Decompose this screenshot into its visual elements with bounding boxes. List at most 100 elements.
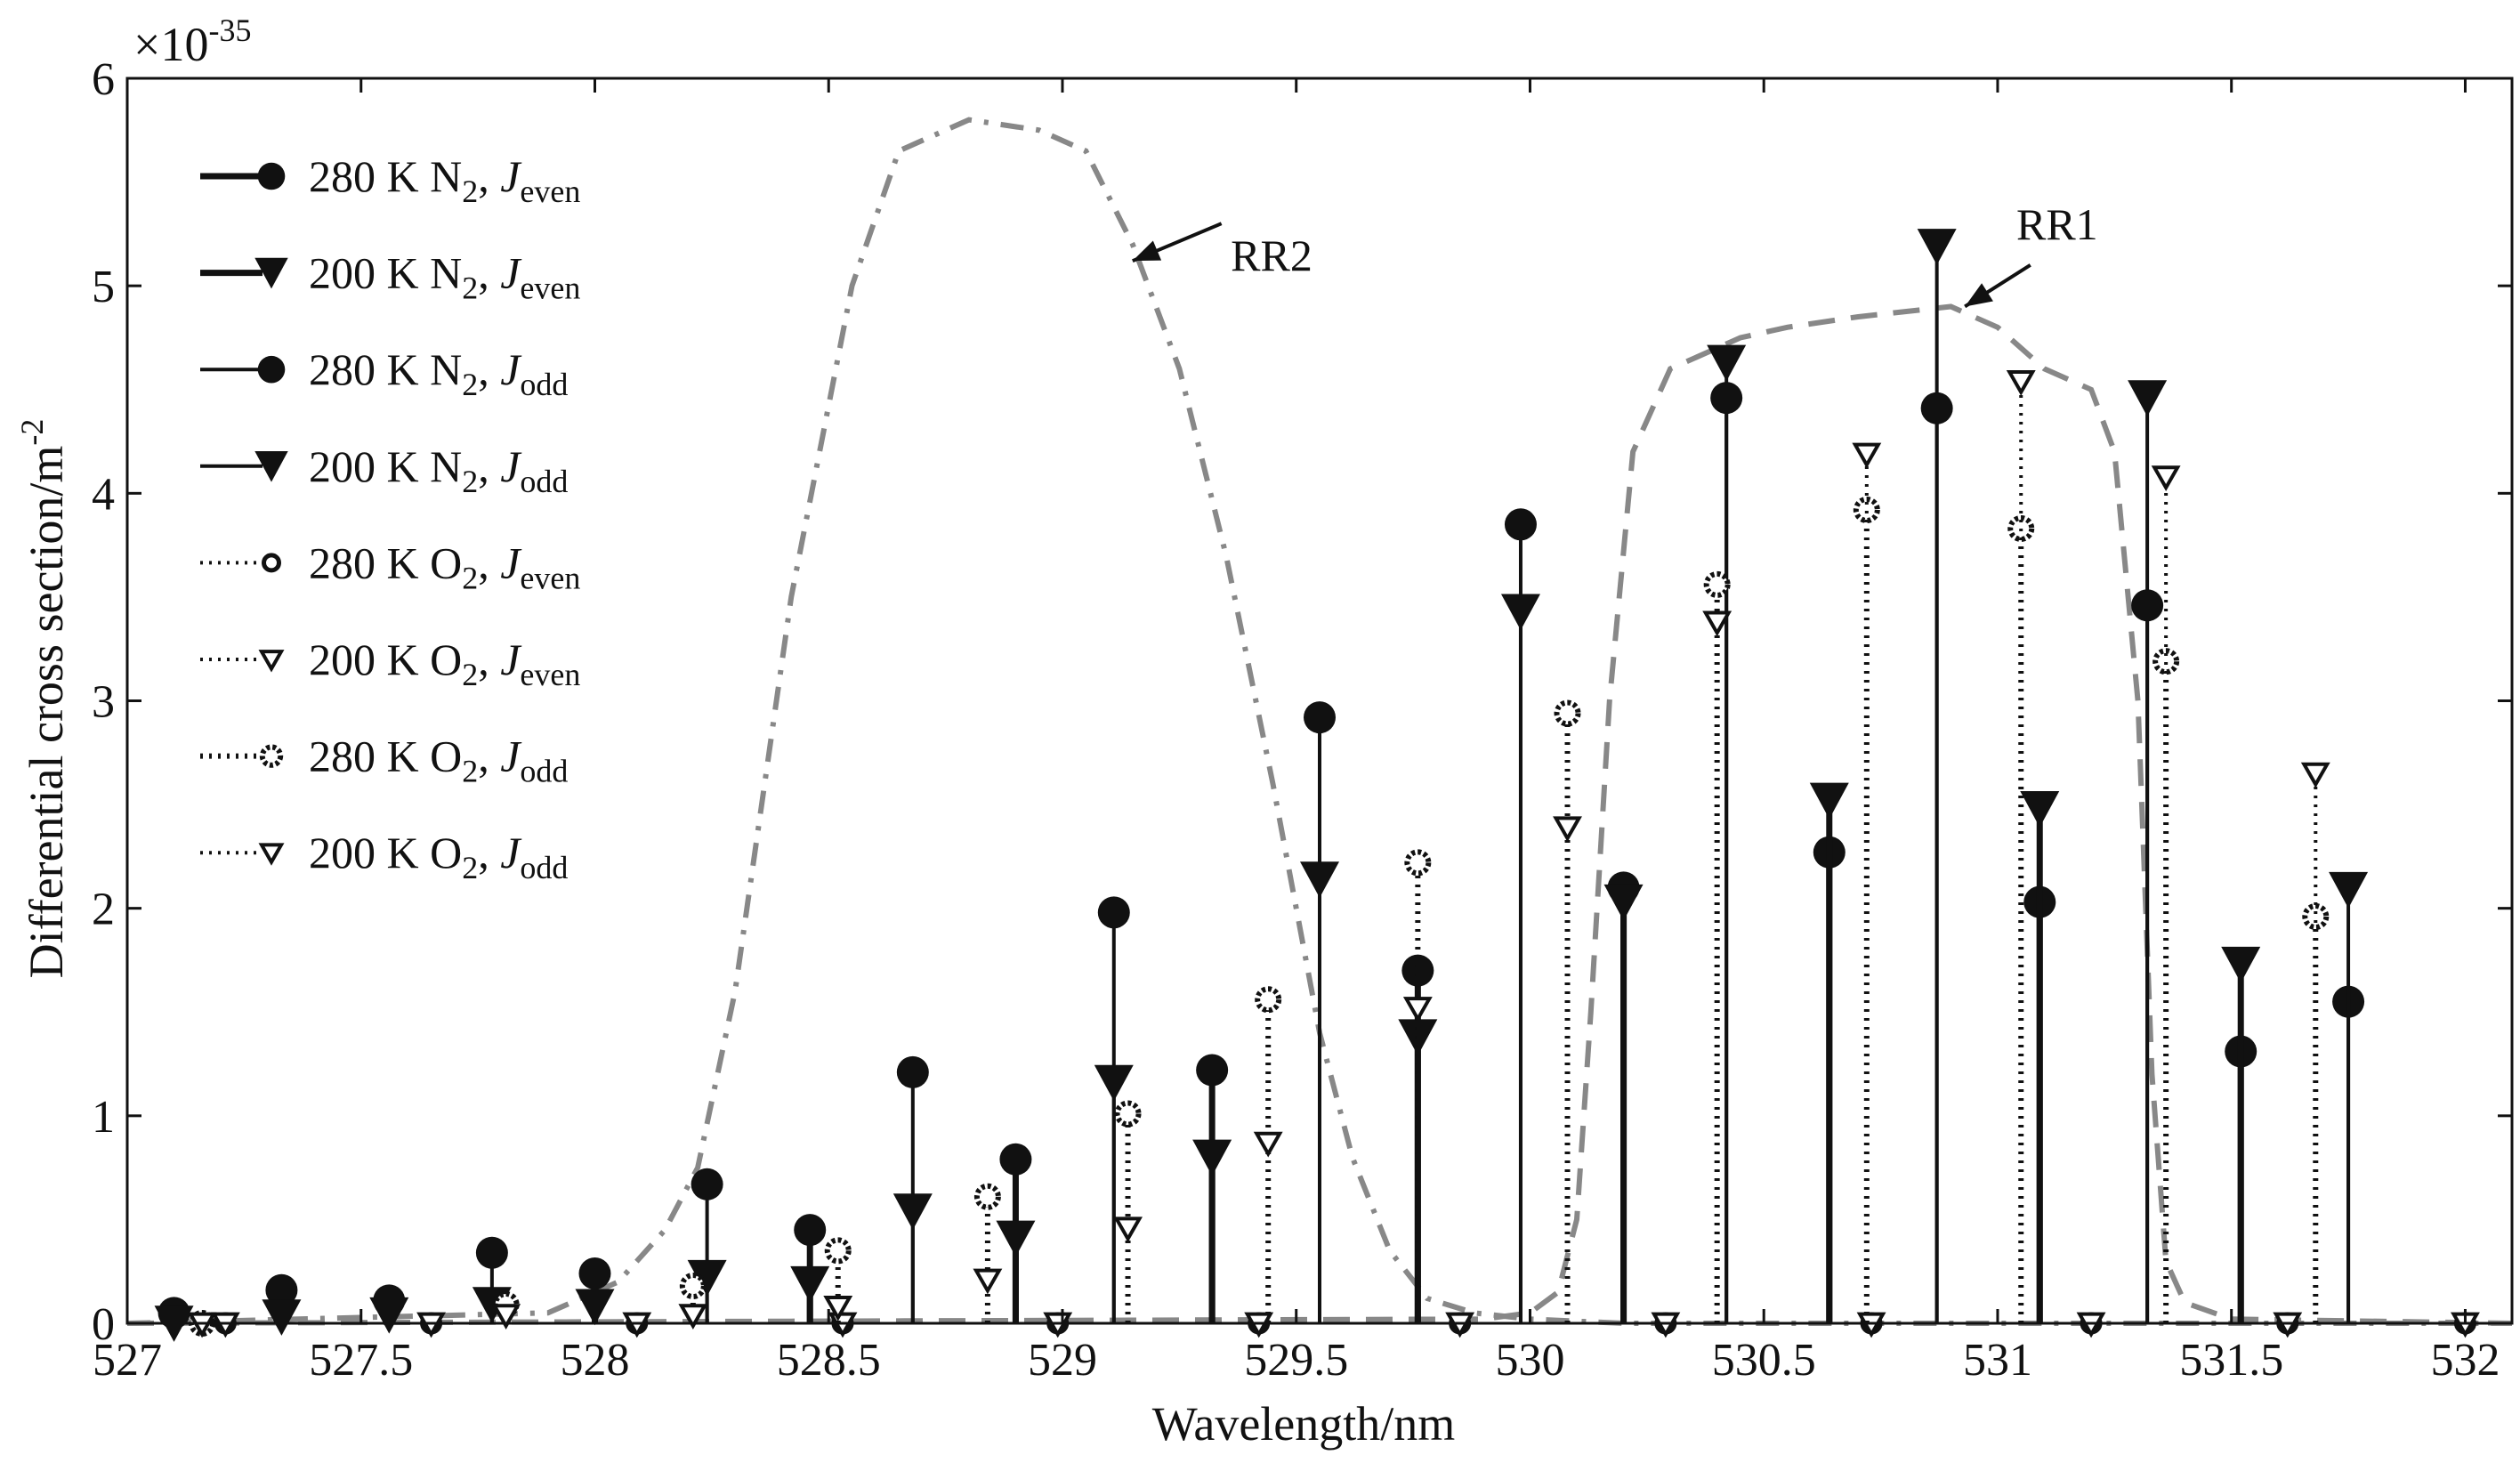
legend-marker — [262, 553, 281, 573]
x-tick-label: 529.5 — [1244, 1335, 1348, 1386]
stem-marker — [2302, 902, 2330, 930]
stem-marker — [265, 1273, 298, 1306]
stem-marker — [2329, 871, 2369, 909]
legend-label: 280 K N2, Jeven — [309, 151, 580, 209]
stem-marker — [1114, 1100, 1142, 1128]
stem-marker — [2300, 762, 2330, 788]
stem-marker — [2007, 514, 2035, 542]
stem-marker — [2020, 790, 2060, 828]
y-multiplier: ×10-35 — [133, 12, 251, 71]
stem-marker — [475, 1236, 508, 1269]
stem-marker — [1917, 229, 1957, 265]
filter-curves — [126, 117, 2513, 1326]
legend: 280 K N2, Jeven 200 K N2, Jeven 280 K N2, … — [200, 151, 580, 885]
filter-curve-rr2 — [126, 117, 2512, 1326]
stem-series — [154, 229, 2480, 1342]
legend-item: 280 K O2, Jodd — [200, 732, 568, 789]
legend-marker — [254, 257, 288, 289]
legend-label: 200 K O2, Jodd — [309, 828, 568, 885]
stem-marker — [790, 1265, 830, 1303]
y-tick-label: 1 — [92, 1092, 115, 1143]
x-tick-label: 531.5 — [2179, 1335, 2283, 1386]
stem-marker — [678, 1304, 708, 1330]
y-tick-label: 5 — [92, 262, 115, 312]
stem-marker — [1094, 1064, 1134, 1102]
annotation-rr2: RR2 — [1132, 222, 1312, 280]
legend-marker — [254, 450, 288, 482]
stem-marker — [996, 1220, 1036, 1257]
legend-marker — [258, 843, 285, 866]
x-tick-label: 530 — [1495, 1335, 1564, 1386]
legend-marker — [258, 650, 285, 673]
legend-label: 280 K N2, Jodd — [309, 344, 568, 402]
legend-label: 280 K O2, Jeven — [309, 538, 580, 595]
legend-item: 280 K N2, Jeven — [200, 151, 580, 209]
y-axis-title: Differential cross section/m-2 — [14, 419, 73, 979]
stem-marker — [1113, 1216, 1143, 1243]
legend-marker — [257, 162, 286, 190]
stem-marker — [691, 1168, 723, 1200]
legend-item: 200 K N2, Jodd — [200, 441, 568, 499]
legend-item: 200 K N2, Jeven — [200, 248, 580, 306]
stem-marker — [1404, 849, 1432, 877]
annotations: RR2 RR1 — [1132, 199, 2098, 309]
legend-item: 280 K O2, Jeven — [200, 538, 580, 595]
stem-marker — [1707, 344, 1747, 382]
stem-marker — [973, 1183, 1001, 1210]
series-2 — [154, 782, 2261, 1342]
stem-marker — [1703, 570, 1731, 598]
stem-marker — [1192, 1139, 1232, 1176]
stem-marker — [679, 1273, 707, 1300]
y-tick-label: 3 — [92, 677, 115, 728]
stem-marker — [1852, 442, 1882, 469]
stem-marker — [575, 1289, 615, 1326]
stem-marker — [1097, 896, 1130, 929]
stem-marker — [687, 1259, 727, 1297]
stem-marker — [1304, 701, 1336, 734]
stem-marker — [1603, 884, 1644, 921]
stem-marker — [1553, 816, 1582, 843]
stem-marker — [896, 1055, 929, 1088]
stem-marker — [1255, 986, 1282, 1014]
stem-marker — [1253, 1131, 1283, 1158]
series-8 — [187, 370, 2330, 1338]
stem-marker — [1402, 997, 1433, 1022]
stem-marker — [823, 1295, 853, 1322]
annotation-label: RR2 — [1231, 230, 1312, 280]
x-axis-title: Wavelength/nm — [1152, 1397, 1456, 1451]
x-tick-label: 527.5 — [309, 1335, 413, 1386]
stem-marker — [578, 1257, 611, 1290]
stem-marker — [1196, 1054, 1229, 1087]
x-tick-label: 527 — [93, 1335, 162, 1386]
x-tick-label: 532 — [2430, 1335, 2500, 1386]
legend-item: 200 K O2, Jodd — [200, 828, 568, 885]
y-tick-label: 0 — [92, 1299, 115, 1350]
stem-marker — [369, 1297, 409, 1334]
legend-item: 200 K O2, Jeven — [200, 635, 580, 692]
stem-marker — [2128, 380, 2168, 416]
stem-marker — [2151, 465, 2181, 492]
series-4 — [262, 229, 2369, 1336]
axis-ticks: 527 527.5 528 528.5 529 529.5 530 530.5 531 531.5… — [92, 54, 2512, 1386]
stem-marker — [1702, 610, 1732, 637]
stem-marker — [2221, 946, 2261, 983]
stem-marker — [1500, 594, 1540, 631]
stem-marker — [794, 1214, 827, 1247]
stem-marker — [892, 1193, 933, 1230]
y-tick-label: 4 — [92, 469, 115, 520]
stem-marker — [824, 1237, 852, 1265]
legend-marker — [257, 355, 286, 384]
stem-marker — [973, 1268, 1003, 1295]
annotation-arrowhead — [1965, 283, 1993, 307]
stem-marker — [2006, 370, 2036, 396]
stem-marker — [1809, 782, 1849, 820]
filter-curve-rr1 — [126, 303, 2513, 1326]
legend-marker — [259, 744, 284, 768]
x-tick-label: 529 — [1028, 1335, 1097, 1386]
stem-marker — [1300, 861, 1339, 898]
y-tick-label: 6 — [92, 54, 115, 105]
stem-marker — [491, 1304, 521, 1330]
y-tick-label: 2 — [92, 885, 115, 935]
annotation-label: RR1 — [2016, 199, 2098, 249]
